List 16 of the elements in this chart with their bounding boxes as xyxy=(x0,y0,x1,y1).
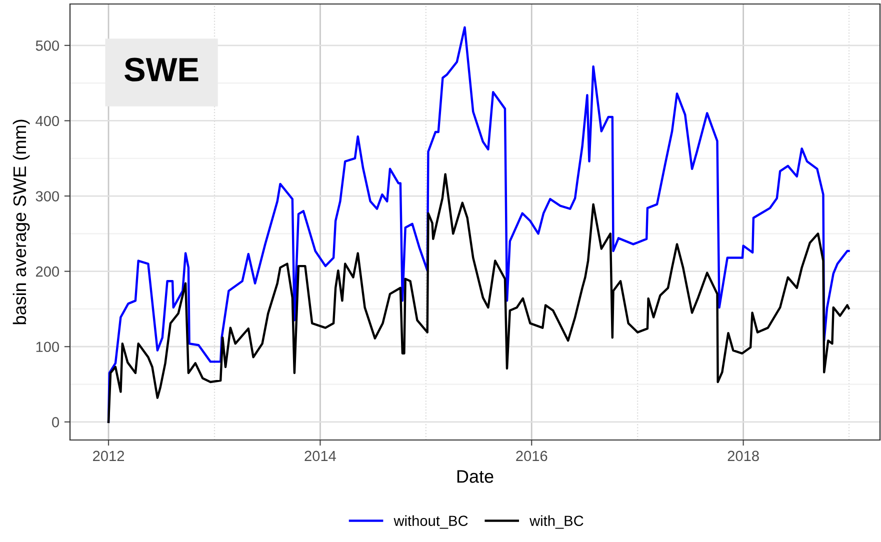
x-tick-label: 2012 xyxy=(93,450,124,462)
y-tick-label: 100 xyxy=(36,342,60,352)
y-tick-label: 500 xyxy=(36,40,60,51)
line-series xyxy=(107,173,850,424)
y-tick-label: 300 xyxy=(36,191,60,202)
x-tick-label: 2014 xyxy=(304,450,336,462)
x-axis-title: Date xyxy=(457,470,494,483)
y-tick-label: 400 xyxy=(36,116,60,126)
y-tick-label: 200 xyxy=(36,266,60,277)
x-tick-label: 2016 xyxy=(516,450,548,462)
legend-label: without_BC xyxy=(394,515,468,529)
annotation: SWE xyxy=(124,58,198,82)
legend-label: with_BC xyxy=(530,515,584,529)
y-tick-label: 0 xyxy=(52,417,60,428)
y-axis-title: basin average SWE (mm) xyxy=(12,120,30,324)
x-tick-label: 2018 xyxy=(728,450,759,462)
